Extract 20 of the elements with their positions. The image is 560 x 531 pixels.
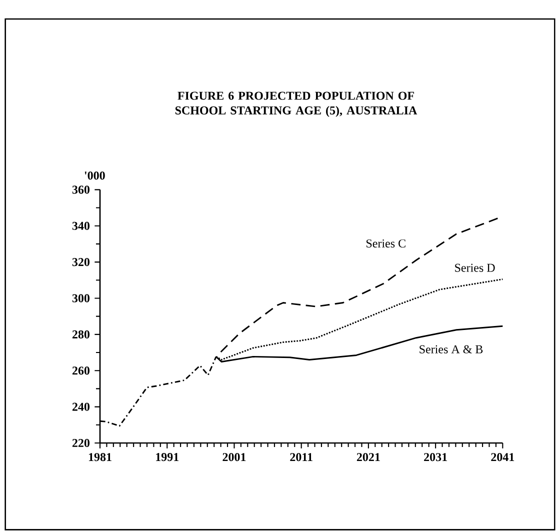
y-tick-label: 240 xyxy=(72,402,90,411)
series-label: Series A & B xyxy=(420,345,483,354)
x-tick-label: 1981 xyxy=(88,453,112,462)
y-tick-label: 280 xyxy=(72,330,90,338)
y-tick-label: 300 xyxy=(72,294,90,302)
series-label: Series D xyxy=(455,264,495,272)
y-tick-label: 360 xyxy=(72,186,90,194)
y-tick-label: 340 xyxy=(72,222,90,230)
chart-title: FIGURE 6 PROJECTED POPULATION OF SCHOOL STARTING AGE (5), AUSTRALIA xyxy=(175,92,418,117)
y-tick-label: 220 xyxy=(72,438,90,448)
series-label: Series C xyxy=(366,239,406,248)
x-tick-label: 2021 xyxy=(356,453,380,462)
x-tick-label: 1991 xyxy=(156,453,178,462)
x-tick-label: 2001 xyxy=(222,453,246,462)
x-tick-label: 2011 xyxy=(290,453,312,462)
y-axis-title: '000 xyxy=(84,172,105,180)
x-tick-label: 2041 xyxy=(491,453,514,462)
y-tick-label: 320 xyxy=(72,258,90,266)
x-tick-label: 2031 xyxy=(424,453,447,462)
y-tick-label: 260 xyxy=(72,366,90,375)
